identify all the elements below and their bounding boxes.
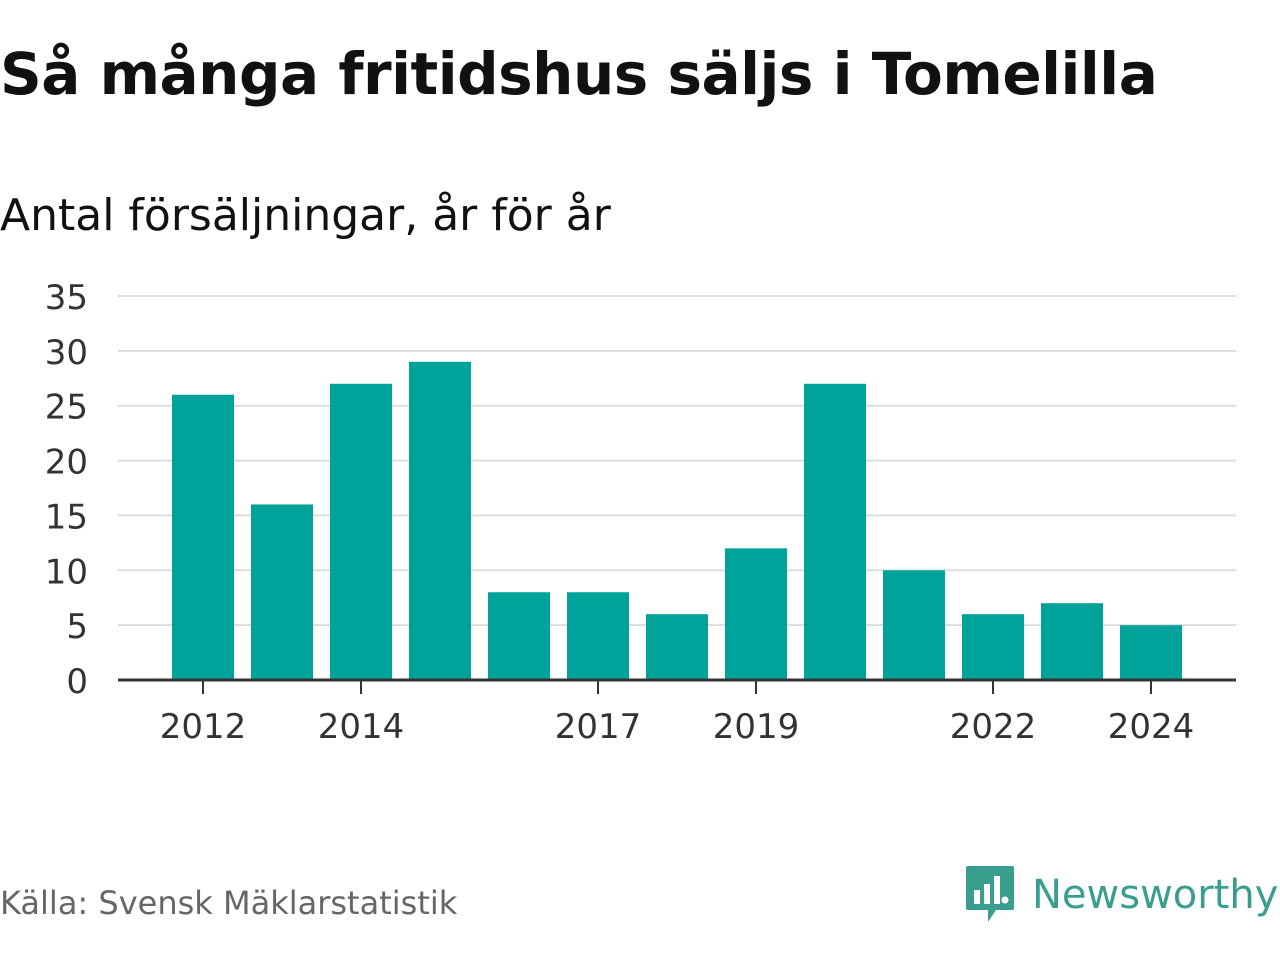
x-tick-label: 2017	[555, 707, 642, 747]
y-tick-label: 35	[45, 278, 88, 318]
bar-2012	[172, 394, 234, 680]
bar-2021	[883, 570, 945, 680]
y-tick-label: 10	[45, 552, 88, 592]
chart-title: Så många fritidshus säljs i Tomelilla	[0, 40, 1158, 108]
y-tick-label: 20	[45, 443, 88, 483]
brand-logo: Newsworthy	[964, 862, 1278, 928]
bar-2017	[567, 592, 629, 680]
bar-2015	[409, 361, 471, 680]
bar-2024	[1120, 625, 1182, 680]
bar-chart-speech-bubble-icon	[966, 866, 1014, 922]
bar-2013	[251, 504, 313, 680]
bar-2018	[646, 614, 708, 680]
x-tick-label: 2022	[950, 707, 1037, 747]
y-tick-label: 15	[45, 497, 88, 537]
x-tick-label: 2019	[713, 707, 800, 747]
y-tick-label: 25	[45, 388, 88, 428]
bar-2023	[1041, 603, 1103, 680]
bar-2020	[804, 383, 866, 680]
bar-2016	[488, 592, 550, 680]
brand-name: Newsworthy	[1032, 872, 1279, 918]
y-tick-label: 5	[66, 607, 88, 647]
bar-2014	[330, 383, 392, 680]
x-tick-label: 2024	[1108, 707, 1195, 747]
x-tick-label: 2014	[318, 707, 405, 747]
y-tick-label: 0	[66, 662, 88, 702]
y-tick-label: 30	[45, 333, 88, 373]
chart-subtitle: Antal försäljningar, år för år	[0, 190, 611, 241]
x-tick-label: 2012	[160, 707, 247, 747]
source-note: Källa: Svensk Mäklarstatistik	[0, 884, 458, 922]
bar-2019	[725, 548, 787, 680]
bar-chart: 0 5 10 15 20 25 30 35 2012 2014 2017 2019 2022 2024	[45, 278, 1236, 747]
bar-2022	[962, 614, 1024, 680]
